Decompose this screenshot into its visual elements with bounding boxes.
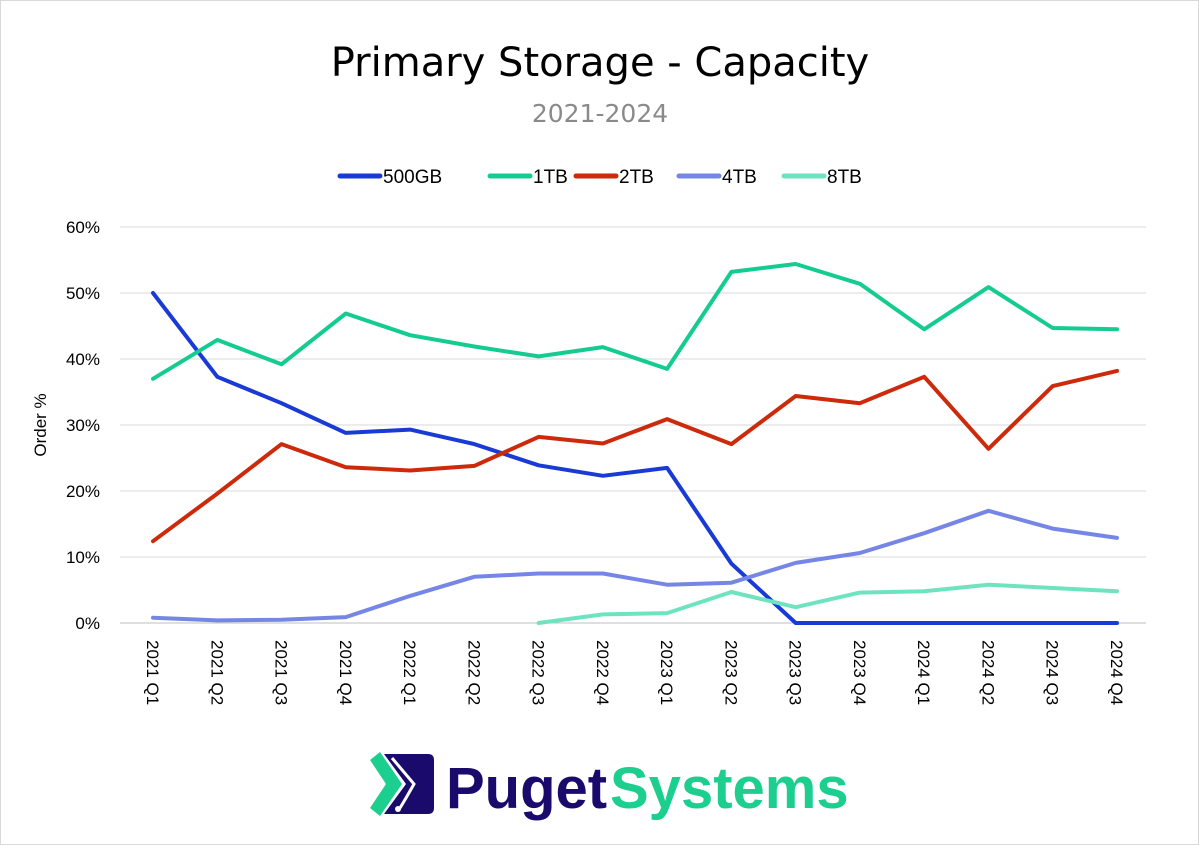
x-tick-label: 2021 Q3 [272,640,291,705]
y-tick-label: 0% [75,614,100,633]
x-axis-ticks: 2021 Q1 2021 Q2 2021 Q3 2021 Q4 2022 Q1 2022 … [143,640,1126,705]
series-line-500gb [151,291,1119,625]
gridlines [120,226,1146,624]
series-line-1tb [151,262,1119,381]
legend-label: 1TB [533,167,568,188]
logo-word-puget: Puget [446,756,607,821]
y-tick-label: 10% [66,548,100,567]
x-tick-label: 2022 Q1 [400,640,419,705]
legend-item-1tb: 1TB [487,167,568,188]
y-tick-label: 20% [66,482,100,501]
series-line-8tb [536,582,1119,625]
legend-item-2tb: 2TB [573,167,654,188]
legend-label: 500GB [383,167,442,188]
chart-title: Primary Storage - Capacity [331,40,869,86]
legend-item-500gb: 500GB [337,167,442,188]
x-tick-label: 2021 Q2 [207,640,226,705]
x-tick-label: 2021 Q4 [336,640,355,705]
y-tick-label: 40% [66,350,100,369]
y-tick-label: 50% [66,284,100,303]
legend-item-8tb: 8TB [781,167,862,188]
x-tick-label: 2024 Q2 [978,640,997,705]
series-line-4tb [151,508,1119,623]
x-tick-label: 2023 Q4 [850,640,869,705]
x-tick-label: 2022 Q2 [464,640,483,705]
x-tick-label: 2023 Q2 [721,640,740,705]
x-tick-label: 2023 Q1 [657,640,676,705]
series-line-2tb [151,368,1119,544]
x-tick-label: 2024 Q1 [914,640,933,705]
x-tick-label: 2021 Q1 [143,640,162,705]
y-tick-label: 30% [66,416,100,435]
legend: 500GB 1TB 2TB 4TB 8TB [337,167,862,188]
series-lines [151,262,1119,625]
x-tick-label: 2022 Q3 [529,640,548,705]
y-axis-label: Order % [31,393,50,456]
chart-subtitle: 2021-2024 [532,99,668,128]
x-tick-label: 2023 Q3 [786,640,805,705]
x-tick-label: 2022 Q4 [593,640,612,705]
x-tick-label: 2024 Q4 [1107,640,1126,705]
legend-label: 2TB [619,167,654,188]
logo-mark-icon [370,752,434,816]
x-tick-label: 2024 Q3 [1043,640,1062,705]
legend-label: 4TB [722,167,757,188]
y-tick-label: 60% [66,218,100,237]
legend-item-4tb: 4TB [676,167,757,188]
puget-systems-logo: Puget Systems [370,752,849,821]
legend-label: 8TB [827,167,862,188]
logo-word-systems: Systems [610,756,849,821]
y-axis-ticks: 0% 10% 20% 30% 40% 50% 60% [66,218,100,633]
